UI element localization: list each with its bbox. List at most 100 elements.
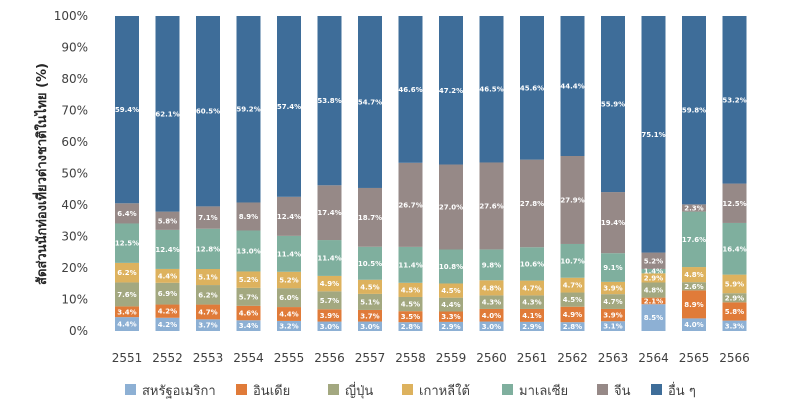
y-axis-label: สัดส่วนนักท่องเที่ยวต่างชาติในไทย (%) [32, 63, 50, 285]
x-tick-label: 2560 [476, 351, 507, 365]
data-label: 4.3% [522, 299, 541, 307]
legend-swatch [597, 384, 608, 395]
y-tick-label: 50% [61, 167, 88, 181]
data-label: 16.4% [722, 245, 746, 253]
legend-item: เกาหลีใต้ [402, 383, 470, 399]
legend-label: ญี่ปุ่น [345, 382, 373, 399]
data-label: 3.4% [239, 322, 258, 330]
bar-stack: 3.2% 4.4% 6.0% 5.2% 11.4% 12.4% 57.4% [277, 16, 301, 331]
bar-segment [682, 204, 706, 212]
legend-swatch [328, 384, 339, 395]
bar-segment [196, 228, 220, 270]
bar-segment [358, 309, 382, 322]
bar-segment [520, 321, 544, 331]
data-label: 6.2% [198, 291, 217, 299]
bar-stack: 3.7% 4.7% 6.2% 5.1% 12.8% 7.1% 60.5% [196, 16, 220, 331]
bar-stack: 2.9% 4.1% 4.3% 4.7% 10.6% 27.8% 45.6% [520, 16, 544, 331]
bar-segment [682, 282, 706, 291]
data-label: 12.5% [115, 240, 139, 248]
bar-stack: 3.0% 3.7% 5.1% 4.5% 10.5% 18.7% 54.7% [358, 16, 382, 331]
bar-segment [722, 302, 747, 321]
data-label: 12.4% [155, 246, 179, 254]
bar-segment [601, 192, 625, 254]
bar-segment [439, 249, 463, 284]
data-label: 5.8% [725, 308, 744, 316]
x-tick-label: 2552 [152, 351, 183, 365]
data-label: 2.8% [563, 323, 582, 331]
bar-stack: 2.9% 3.3% 4.4% 4.5% 10.8% 27.0% 47.2% [439, 16, 463, 331]
data-label: 26.7% [398, 201, 422, 209]
bar-segment [236, 287, 261, 306]
legend-label: จีน [614, 383, 631, 399]
data-label: 5.2% [239, 276, 258, 284]
x-tick-label: 2551 [112, 351, 143, 365]
data-label: 3.1% [603, 323, 622, 331]
bar-segment [358, 187, 382, 247]
legend: สหรัฐอเมริกา อินเดีย ญี่ปุ่น เกาหลีใต้ มาเลเ… [125, 382, 696, 399]
x-tick-label: 2554 [233, 351, 264, 365]
data-label: 2.9% [725, 294, 744, 302]
x-tick-label: 2557 [355, 351, 386, 365]
bar-segment [277, 271, 301, 289]
bar-segment [479, 280, 504, 296]
data-label: 27.8% [520, 200, 544, 208]
bar-segment [317, 321, 342, 331]
data-label: 4.0% [684, 321, 703, 329]
x-tick-label: 2559 [436, 351, 467, 365]
bar-segment [398, 296, 423, 312]
data-label: 8.9% [684, 301, 703, 309]
data-label: 62.1% [155, 110, 179, 118]
bar-stack: 3.1% 3.9% 4.7% 3.9% 9.1% 19.4% 55.9% [601, 16, 625, 331]
data-label: 5.2% [644, 257, 663, 265]
data-label: 5.1% [360, 298, 379, 306]
bar-segment [560, 243, 585, 278]
legend-label: มาเลเซีย [519, 383, 568, 399]
bar-segment [398, 282, 423, 297]
data-label: 27.9% [560, 196, 584, 204]
data-label: 10.6% [520, 260, 544, 268]
bar-segment [358, 293, 382, 310]
bar-segment [560, 277, 585, 293]
bar-segment [479, 321, 504, 331]
bar-segment [115, 223, 139, 263]
x-tick-label: 2563 [598, 351, 629, 365]
data-label: 60.5% [196, 108, 220, 116]
data-label: 6.4% [117, 210, 136, 218]
data-label: 4.8% [482, 284, 501, 292]
bar-segment [601, 253, 625, 282]
y-tick-label: 0% [69, 324, 88, 338]
bar-segment [722, 16, 747, 184]
bar-segment [439, 164, 463, 250]
data-label: 3.9% [603, 285, 622, 293]
legend-swatch [125, 384, 136, 395]
data-label: 4.8% [684, 271, 703, 279]
bar-segment [641, 16, 666, 253]
data-label: 4.8% [644, 287, 663, 295]
bar-segment [439, 311, 463, 322]
data-label: 12.8% [196, 245, 220, 253]
bar-segment [722, 274, 747, 294]
data-label: 47.2% [439, 87, 463, 95]
data-label: 5.9% [725, 280, 744, 288]
bar-segment [317, 275, 342, 292]
data-label: 4.7% [198, 308, 217, 316]
bar-segment [722, 183, 747, 223]
y-tick-label: 60% [61, 135, 88, 149]
data-label: 3.0% [320, 323, 339, 331]
bar-segment [115, 317, 139, 331]
data-label: 75.1% [641, 131, 665, 139]
data-label: 4.4% [441, 301, 460, 309]
bar-segment [277, 196, 301, 236]
data-label: 6.2% [117, 269, 136, 277]
data-label: 19.4% [601, 219, 625, 227]
data-label: 11.4% [277, 250, 301, 258]
y-axis-ticks: 0% 10% 20% 30% 40% 50% 60% 70% 80% 90% 100% [54, 9, 88, 338]
y-tick-label: 30% [61, 230, 88, 244]
bar-segment [155, 317, 180, 331]
y-tick-label: 20% [61, 261, 88, 275]
bar-segment [601, 281, 625, 295]
data-label: 3.0% [482, 323, 501, 331]
data-label: 9.8% [482, 261, 501, 269]
data-label: 4.4% [117, 321, 136, 329]
